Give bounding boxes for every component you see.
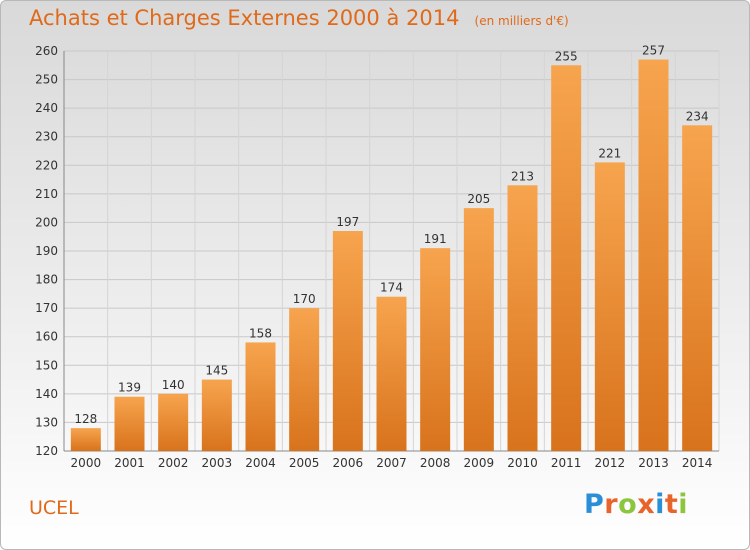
bar — [551, 65, 582, 452]
y-tick-label: 250 — [35, 73, 58, 87]
bar — [332, 231, 363, 451]
y-tick-label: 130 — [35, 415, 58, 429]
bar-value-label: 170 — [293, 292, 316, 306]
x-tick-label: 2010 — [507, 456, 538, 470]
bar — [638, 59, 669, 451]
commune-name: UCEL — [29, 497, 79, 519]
x-tick-label: 2006 — [333, 456, 364, 470]
bar — [201, 379, 232, 451]
y-tick-label: 230 — [35, 130, 58, 144]
x-tick-label: 2012 — [595, 456, 626, 470]
y-tick-label: 180 — [35, 273, 58, 287]
bar-value-label: 257 — [642, 44, 665, 58]
axes: 120 130 140 150 160 170 180 190 200 210 220 230 240 2… — [35, 44, 719, 470]
x-tick-label: 2002 — [158, 456, 189, 470]
bar — [463, 208, 494, 451]
logo-letter: i — [678, 489, 689, 520]
bar — [245, 342, 276, 451]
y-tick-label: 240 — [35, 101, 58, 115]
bar — [420, 248, 451, 451]
bar-value-label: 197 — [336, 215, 359, 229]
y-tick-label: 260 — [35, 44, 58, 58]
bar — [682, 125, 713, 452]
logo-letter: P — [584, 489, 605, 520]
bar-value-label: 145 — [205, 364, 228, 378]
bar-value-label: 191 — [424, 232, 447, 246]
chart-subtitle: (en milliers d'€) — [474, 14, 569, 28]
x-tick-label: 2009 — [464, 456, 495, 470]
bar-value-label: 174 — [380, 281, 403, 295]
bars — [70, 59, 713, 452]
y-tick-label: 210 — [35, 187, 58, 201]
bar — [70, 428, 101, 451]
logo-letter: r — [604, 489, 619, 520]
x-tick-label: 2008 — [420, 456, 451, 470]
bar-value-label: 255 — [555, 49, 578, 63]
y-tick-label: 160 — [35, 330, 58, 344]
proxiti-logo: Proxiti — [584, 489, 688, 520]
y-tick-label: 120 — [35, 444, 58, 458]
x-tick-label: 2005 — [289, 456, 320, 470]
x-tick-label: 2000 — [71, 456, 102, 470]
bar-value-label: 139 — [118, 381, 141, 395]
x-tick-label: 2013 — [638, 456, 669, 470]
bar — [289, 308, 320, 451]
x-tick-label: 2003 — [202, 456, 233, 470]
bar — [376, 296, 407, 451]
y-tick-label: 170 — [35, 301, 58, 315]
x-tick-label: 2004 — [245, 456, 276, 470]
bar — [158, 393, 189, 451]
y-tick-label: 190 — [35, 244, 58, 258]
logo-letter: t — [664, 489, 679, 520]
y-tick-label: 220 — [35, 158, 58, 172]
chart-title: Achats et Charges Externes 2000 à 2014 — [29, 6, 460, 30]
logo-letter: x — [637, 489, 656, 520]
bar-value-label: 158 — [249, 326, 272, 340]
bar-value-label: 205 — [467, 192, 490, 206]
logo-letter: o — [618, 489, 638, 520]
x-tick-label: 2007 — [376, 456, 407, 470]
y-tick-label: 200 — [35, 215, 58, 229]
bar-value-label: 234 — [686, 109, 709, 123]
bar — [114, 396, 145, 451]
bar — [594, 162, 625, 451]
bar-value-label: 140 — [162, 378, 185, 392]
data-labels: 128 139 140 145 158 170 197 174 191 205 213 255 221 2… — [74, 44, 708, 427]
logo-letter: i — [655, 489, 665, 520]
y-tick-label: 140 — [35, 387, 58, 401]
bar-value-label: 128 — [74, 412, 97, 426]
bar-value-label: 213 — [511, 169, 534, 183]
x-tick-label: 2001 — [114, 456, 145, 470]
x-tick-label: 2011 — [551, 456, 582, 470]
bar — [507, 185, 538, 452]
chart-title-block: Achats et Charges Externes 2000 à 2014 (… — [29, 6, 569, 30]
y-tick-label: 150 — [35, 358, 58, 372]
x-tick-label: 2014 — [682, 456, 713, 470]
bar-value-label: 221 — [598, 146, 621, 160]
